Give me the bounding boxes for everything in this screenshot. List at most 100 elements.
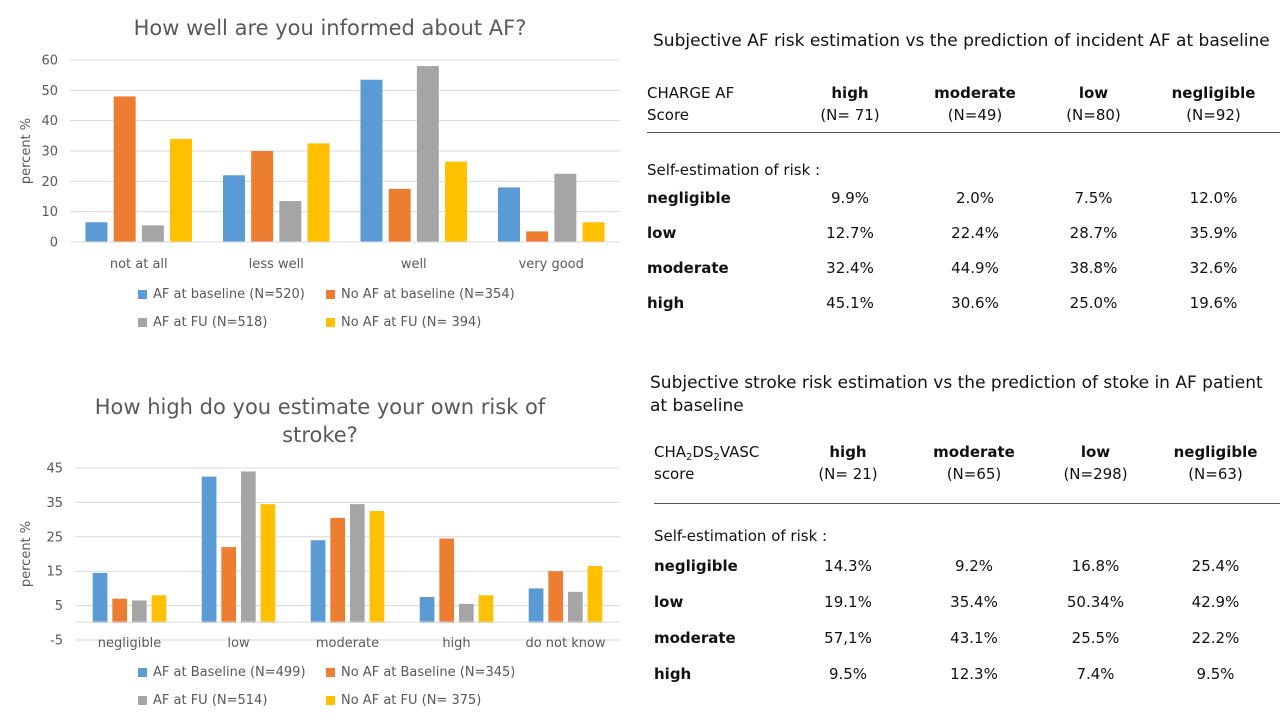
- y-tick-label: 15: [46, 565, 63, 580]
- legend-item-af-at-baseline-n-499: AF at Baseline (N=499): [138, 665, 306, 680]
- y-tick-label: 0: [50, 236, 58, 251]
- table1-score-label-2: Score: [647, 106, 690, 124]
- table1: CHARGE AF Score high (N= 71) moderate (N=4…: [647, 82, 1280, 321]
- chart1-title: How well are you informed about AF?: [133, 16, 527, 40]
- x-tick-label-high: high: [442, 636, 470, 651]
- chart1-plot: 0 10 20 30 40 50 60 percent % not at all less wel…: [19, 54, 620, 272]
- bar-no-af-at-baseline-n-354-less-well: [251, 151, 274, 242]
- table2-col-negligible: negligible (N=63): [1151, 441, 1280, 504]
- bar-af-at-baseline-n-520-very-good: [497, 187, 520, 242]
- table1-col-negligible: negligible (N=92): [1147, 82, 1280, 133]
- legend-label: AF at baseline (N=520): [153, 287, 305, 302]
- table2-header-row: CHA2DS2VASC score high (N= 21) moderate (N…: [654, 441, 1280, 504]
- bar-af-at-fu-n-514-high: [458, 603, 474, 623]
- legend-swatch: [138, 290, 147, 299]
- table-row: negligible 9.9% 2.0% 7.5% 12.0%: [647, 189, 1238, 207]
- legend-item-af-at-fu-n-514: AF at FU (N=514): [138, 693, 267, 708]
- legend-swatch: [326, 318, 335, 327]
- table1-score-label: CHARGE AF: [647, 84, 735, 102]
- y-tick-label: 35: [46, 496, 63, 511]
- legend-swatch: [138, 318, 147, 327]
- bar-no-af-at-fu-n-375-negligible: [151, 595, 167, 623]
- bar-af-at-baseline-n-499-high: [419, 597, 435, 623]
- table2-score-label: CHA2DS2VASC: [654, 443, 760, 463]
- bar-af-at-baseline-n-499-negligible: [92, 572, 108, 623]
- bar-no-af-at-fu-n-375-moderate: [369, 511, 385, 623]
- legend-item-af-at-fu-n-518: AF at FU (N=518): [138, 315, 267, 330]
- x-tick-label-very-good: very good: [519, 257, 584, 272]
- bar-no-af-at-baseline-n-354-not-at-all: [113, 96, 136, 243]
- x-tick-label-moderate: moderate: [316, 636, 379, 651]
- x-tick-label-low: low: [227, 636, 250, 651]
- legend-label: AF at Baseline (N=499): [153, 665, 306, 680]
- table2-col-moderate: moderate (N=65): [908, 441, 1040, 504]
- bar-af-at-baseline-n-520-not-at-all: [85, 222, 108, 242]
- legend-label: No AF at FU (N= 394): [341, 315, 482, 330]
- table1-header-row: CHARGE AF Score high (N= 71) moderate (N=4…: [647, 82, 1280, 133]
- bar-af-at-fu-n-518-less-well: [279, 201, 302, 242]
- bar-no-af-at-fu-n-394-not-at-all: [170, 138, 193, 242]
- y-tick-label: 45: [46, 462, 63, 477]
- y-tick-label: 25: [46, 530, 63, 545]
- chart2-plot: -5 5 15 25 35 45 percent % negligible low moderat…: [19, 462, 620, 651]
- y-tick-label: -5: [50, 634, 63, 649]
- table-row: high 9.5% 12.3% 7.4% 9.5%: [654, 664, 1235, 683]
- table2-subheading: Self-estimation of risk :: [654, 526, 828, 545]
- bar-af-at-fu-n-514-moderate: [349, 504, 365, 623]
- bar-af-at-fu-n-514-do-not-know: [567, 591, 583, 623]
- table-row: high 45.1% 30.6% 25.0% 19.6%: [647, 294, 1238, 312]
- legend-label: AF at FU (N=518): [153, 315, 268, 330]
- bar-af-at-fu-n-518-well: [416, 66, 439, 242]
- legend-label: No AF at FU (N= 375): [341, 693, 482, 708]
- y-tick-label: 10: [41, 205, 58, 220]
- bar-no-af-at-fu-n-375-do-not-know: [587, 566, 603, 623]
- bar-af-at-baseline-n-499-moderate: [310, 540, 326, 623]
- table2-col-high: high (N= 21): [788, 441, 908, 504]
- legend-item-no-af-at-fu-n-375: No AF at FU (N= 375): [326, 693, 481, 708]
- bar-no-af-at-baseline-n-354-well: [388, 188, 411, 242]
- chart1-gridlines: [70, 59, 620, 243]
- table-row: moderate 32.4% 44.9% 38.8% 32.6%: [647, 259, 1238, 277]
- table1-col-high: high (N= 71): [790, 82, 910, 133]
- y-tick-label: 50: [41, 84, 58, 99]
- bar-no-af-at-baseline-n-354-very-good: [526, 231, 549, 242]
- legend-swatch: [326, 290, 335, 299]
- legend-swatch: [138, 668, 147, 677]
- legend-item-no-af-at-fu-n-394: No AF at FU (N= 394): [326, 315, 481, 330]
- bar-af-at-baseline-n-499-do-not-know: [528, 588, 544, 623]
- table2-title: Subjective stroke risk estimation vs the…: [650, 373, 1263, 416]
- y-tick-label: 5: [55, 599, 63, 614]
- bar-no-af-at-fu-n-394-less-well: [307, 143, 330, 242]
- table2-col-low: low (N=298): [1040, 441, 1151, 504]
- bar-no-af-at-fu-n-375-low: [260, 504, 276, 623]
- table-row: moderate 57,1% 43.1% 25.5% 22.2%: [654, 628, 1240, 647]
- legend-label: AF at FU (N=514): [153, 693, 268, 708]
- table1-col-low: low (N=80): [1040, 82, 1147, 133]
- table2: CHA2DS2VASC score high (N= 21) moderate (N…: [654, 441, 1280, 692]
- bar-no-af-at-baseline-n-345-high: [439, 538, 455, 623]
- bar-af-at-baseline-n-520-well: [360, 79, 383, 242]
- y-axis-label: percent %: [19, 118, 34, 184]
- y-tick-label: 40: [41, 114, 58, 129]
- x-tick-label-not-at-all: not at all: [110, 257, 168, 272]
- bar-af-at-fu-n-514-negligible: [131, 600, 147, 623]
- table1-subheading: Self-estimation of risk :: [647, 160, 821, 179]
- bar-no-af-at-baseline-n-345-low: [221, 547, 237, 623]
- chart2-title: How high do you estimate your own risk o…: [94, 395, 546, 447]
- legend-item-af-at-baseline-n-520: AF at baseline (N=520): [138, 287, 305, 302]
- y-tick-label: 20: [41, 175, 58, 190]
- legend-swatch: [138, 696, 147, 705]
- bar-no-af-at-baseline-n-345-negligible: [112, 598, 128, 623]
- bar-no-af-at-baseline-n-345-do-not-know: [548, 571, 564, 623]
- x-tick-label-negligible: negligible: [98, 636, 161, 651]
- y-tick-label: 30: [41, 145, 58, 160]
- x-tick-label-do-not-know: do not know: [525, 636, 605, 651]
- bar-no-af-at-fu-n-394-very-good: [582, 222, 605, 242]
- table2-score-label-2: score: [654, 465, 695, 483]
- table1-title: Subjective AF risk estimation vs the pre…: [653, 31, 1270, 51]
- legend-item-no-af-at-baseline-n-354: No AF at baseline (N=354): [326, 287, 515, 302]
- x-tick-label-less-well: less well: [249, 257, 304, 272]
- x-tick-label-well: well: [401, 257, 427, 272]
- legend-swatch: [326, 668, 335, 677]
- bar-af-at-baseline-n-499-low: [201, 476, 217, 623]
